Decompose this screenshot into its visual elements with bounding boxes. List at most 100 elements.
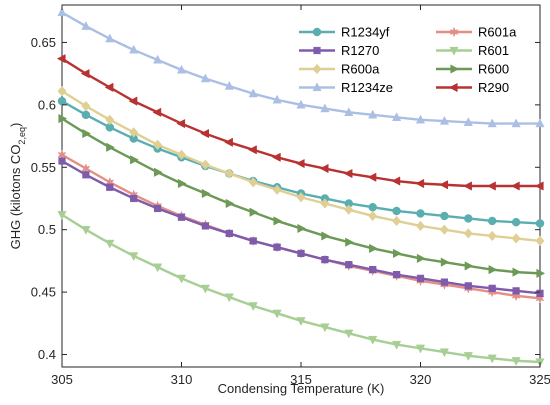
data-point (463, 228, 473, 239)
data-point (272, 184, 282, 195)
data-point (392, 206, 401, 216)
data-point (57, 85, 67, 97)
data-point (129, 44, 139, 54)
y-tick-label: 0.55 (31, 160, 56, 175)
legend-label: R601 (478, 43, 509, 58)
legend-marker (450, 64, 460, 74)
data-point (297, 249, 305, 258)
series-r1270 (58, 157, 544, 297)
y-axis-ticks: 0.4 0.45 0.5 0.55 0.6 0.65 (31, 35, 540, 362)
data-point (344, 204, 354, 215)
data-point (511, 233, 521, 244)
data-point (368, 210, 378, 222)
data-point (369, 243, 378, 254)
series-r601 (57, 211, 545, 368)
legend-item: R1234yf (299, 25, 390, 40)
legend-label: R600 (478, 62, 509, 77)
data-point (464, 261, 474, 271)
legend-item: R601a (436, 25, 517, 40)
data-point (320, 103, 330, 113)
y-axis-label-end: ) (8, 123, 23, 127)
data-point (463, 117, 473, 126)
data-point (416, 209, 425, 218)
data-point (105, 114, 115, 126)
data-point (511, 357, 521, 366)
data-point (535, 219, 545, 228)
legend-label: R600a (341, 62, 380, 77)
data-point (177, 213, 186, 221)
series-r600 (58, 113, 546, 278)
data-point (105, 239, 115, 249)
data-point (439, 224, 449, 235)
data-point (58, 113, 68, 124)
data-point (201, 222, 210, 230)
legend-marker (312, 63, 322, 75)
data-point (248, 88, 258, 98)
data-point (415, 344, 426, 354)
data-point (536, 268, 546, 278)
data-point (295, 158, 305, 169)
data-point (440, 211, 449, 221)
data-point (57, 96, 67, 106)
legend-marker (449, 46, 459, 56)
data-point (510, 181, 520, 191)
data-point (415, 178, 425, 189)
data-point (176, 149, 187, 161)
y-tick-label: 0.65 (31, 35, 56, 50)
legend-label: R1234yf (341, 25, 390, 40)
data-point (296, 317, 306, 326)
data-point (416, 253, 426, 264)
legend-marker (312, 27, 322, 37)
data-point (273, 216, 283, 226)
data-point (81, 110, 91, 120)
data-point (488, 265, 498, 275)
data-point (344, 329, 354, 339)
data-point (82, 171, 90, 179)
legend-label: R601a (478, 25, 517, 40)
data-point (153, 139, 163, 151)
legend-item: R290 (436, 80, 509, 95)
data-point (344, 107, 354, 116)
data-point (415, 114, 426, 124)
legend-marker (313, 46, 321, 55)
data-point (368, 202, 377, 212)
data-point (487, 181, 496, 191)
data-point (224, 168, 234, 179)
data-point (297, 223, 307, 234)
data-point (440, 278, 449, 286)
legend-marker (448, 82, 458, 93)
data-point (152, 54, 163, 64)
data-point (345, 261, 353, 269)
data-point (271, 152, 281, 162)
data-point (200, 128, 210, 139)
data-point (345, 237, 354, 247)
data-point (464, 282, 472, 290)
data-point (200, 159, 210, 170)
data-point (416, 274, 425, 282)
legend-marker (312, 82, 322, 92)
legend-label: R290 (478, 80, 509, 95)
data-point (81, 226, 91, 235)
data-point (225, 229, 233, 238)
data-point (392, 271, 401, 279)
data-point (367, 172, 377, 182)
data-point (249, 207, 259, 217)
data-point (57, 7, 67, 17)
data-point (511, 290, 521, 302)
data-point (320, 323, 330, 333)
data-point (439, 180, 449, 190)
data-point (368, 109, 378, 119)
data-point (488, 284, 496, 292)
data-point (487, 118, 497, 128)
data-point (512, 267, 522, 277)
data-point (368, 335, 378, 345)
y-axis-label: GHG (kilotons CO2,eq) (8, 123, 27, 250)
data-point (82, 128, 92, 139)
data-point (272, 94, 282, 104)
x-tick-label: 325 (529, 372, 550, 387)
x-tick-label: 310 (171, 372, 193, 387)
legend-item: R1234ze (299, 80, 393, 95)
data-point (321, 256, 329, 264)
data-point (487, 230, 497, 242)
